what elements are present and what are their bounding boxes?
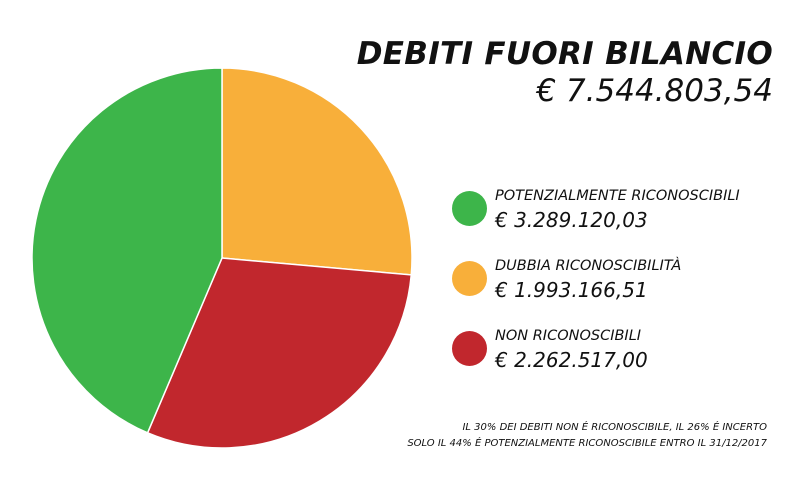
footnote-line-2: SOLO IL 44% É POTENZIALMENTE RICONOSCIBI… — [407, 438, 767, 449]
legend-dot-potenzialmente — [452, 191, 487, 226]
legend-dot-non-riconoscibili — [452, 331, 487, 366]
chart-title-block: DEBITI FUORI BILANCIO € 7.544.803,54 — [357, 36, 773, 110]
chart-title: DEBITI FUORI BILANCIO — [356, 36, 773, 72]
footnote-line-1: IL 30% DEI DEBITI NON É RICONOSCIBILE, I… — [462, 422, 767, 433]
total-amount: € 7.544.803,54 — [536, 73, 773, 109]
legend-value: € 1.993.166,51 — [495, 278, 648, 302]
legend-dot-dubbia — [452, 261, 487, 296]
legend-label: POTENZIALMENTE RICONOSCIBILI — [495, 188, 740, 204]
legend-value: € 2.262.517,00 — [495, 348, 648, 372]
legend-label: NON RICONOSCIBILI — [495, 328, 642, 344]
legend-item-non-riconoscibili: NON RICONOSCIBILI € 2.262.517,00 — [452, 328, 782, 378]
pie-slice-potenzialmente-riconoscibili — [31, 67, 223, 434]
legend-item-dubbia: DUBBIA RICONOSCIBILITÀ € 1.993.166,51 — [452, 258, 782, 308]
legend-value: € 3.289.120,03 — [495, 208, 648, 232]
footnote: IL 30% DEI DEBITI NON É RICONOSCIBILE, I… — [407, 420, 767, 452]
pie-slice-dubbia-riconoscibilit — [221, 67, 413, 276]
legend-label: DUBBIA RICONOSCIBILITÀ — [495, 258, 682, 274]
legend-item-potenzialmente: POTENZIALMENTE RICONOSCIBILI € 3.289.120… — [452, 188, 782, 238]
pie-slice-non-riconoscibili — [146, 257, 413, 449]
